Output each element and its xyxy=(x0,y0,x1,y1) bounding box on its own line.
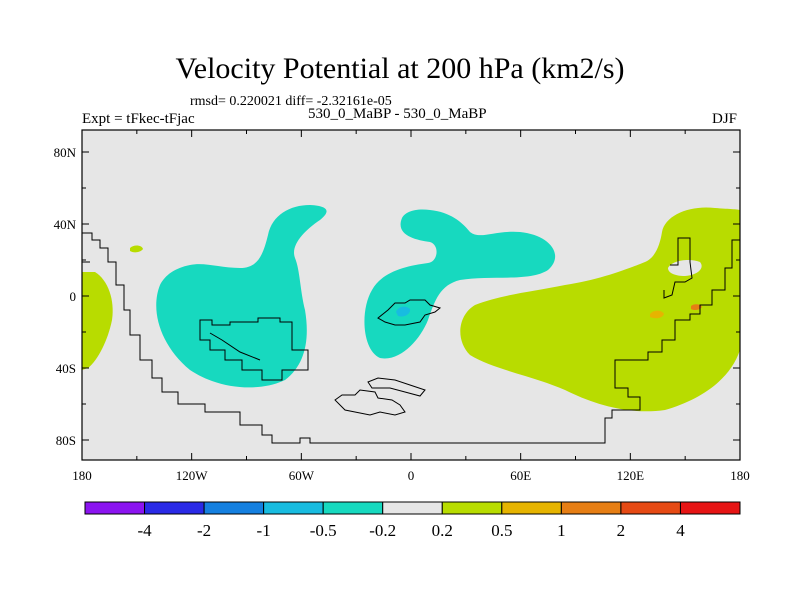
y-tick-label: 40N xyxy=(54,217,77,232)
x-tick-label: 60E xyxy=(510,468,531,483)
colorbar-swatch xyxy=(203,501,265,515)
colorbar-swatch xyxy=(84,501,146,515)
positive-anomaly-core-1 xyxy=(650,310,664,319)
colorbar-label: -4 xyxy=(137,521,152,540)
experiment-label: Expt = tFkec-tFjac xyxy=(82,111,195,127)
x-tick-label: 180 xyxy=(730,468,750,483)
axis-ticks xyxy=(81,130,741,460)
colorbar-swatch xyxy=(263,501,324,515)
colorbar-label: 1 xyxy=(557,521,566,540)
coastlines xyxy=(82,232,740,444)
colorbar-label: -1 xyxy=(257,521,271,540)
colorbar-swatch xyxy=(382,501,443,515)
x-tick-label: 60W xyxy=(289,468,315,483)
negative-anomaly-core xyxy=(396,306,411,317)
axis-labels: 180 120W 60W 0 60E 120E 180 80N 40N 0 40S 80S xyxy=(54,145,750,483)
y-tick-label: 80N xyxy=(54,145,77,160)
neutral-gap-region xyxy=(668,260,702,276)
positive-anomaly-core-2 xyxy=(691,304,702,311)
colorbar-label: 4 xyxy=(676,521,685,540)
x-tick-label: 120E xyxy=(617,468,645,483)
positive-anomaly-region-dateline xyxy=(82,272,113,370)
negative-anomaly-spot xyxy=(130,245,143,253)
y-tick-label: 40S xyxy=(56,361,76,376)
colorbar-swatch xyxy=(144,501,205,515)
season-label: DJF xyxy=(712,111,738,127)
colorbar-swatch xyxy=(501,501,562,515)
colorbar-label: -2 xyxy=(197,521,211,540)
colorbar-label: 0.2 xyxy=(432,521,453,540)
positive-anomaly-region-east xyxy=(460,207,740,412)
y-tick-label: 80S xyxy=(56,433,76,448)
colorbar-swatch xyxy=(322,501,384,515)
colorbar-swatch xyxy=(560,501,622,515)
x-tick-label: 0 xyxy=(408,468,415,483)
colorbar: -4 -2 -1 -0.5 -0.2 0.2 0.5 1 2 4 xyxy=(84,501,741,540)
x-tick-label: 180 xyxy=(72,468,92,483)
colorbar-swatch xyxy=(679,501,741,515)
map-title: Velocity Potential at 200 hPa (km2/s) xyxy=(175,52,625,85)
negative-anomaly-region-central xyxy=(364,209,556,359)
colorbar-label: 0.5 xyxy=(491,521,512,540)
x-tick-label: 120W xyxy=(176,468,209,483)
stats-text: rmsd= 0.220021 diff= -2.32161e-05 xyxy=(190,94,392,109)
negative-anomaly-region-west xyxy=(156,205,327,388)
colorbar-label: -0.5 xyxy=(310,521,337,540)
run-label: 530_0_MaBP - 530_0_MaBP xyxy=(308,106,487,122)
colorbar-swatch xyxy=(620,501,681,515)
colorbar-label: 2 xyxy=(617,521,626,540)
colorbar-swatch xyxy=(441,501,503,515)
colorbar-label: -0.2 xyxy=(369,521,396,540)
y-tick-label: 0 xyxy=(70,289,77,304)
